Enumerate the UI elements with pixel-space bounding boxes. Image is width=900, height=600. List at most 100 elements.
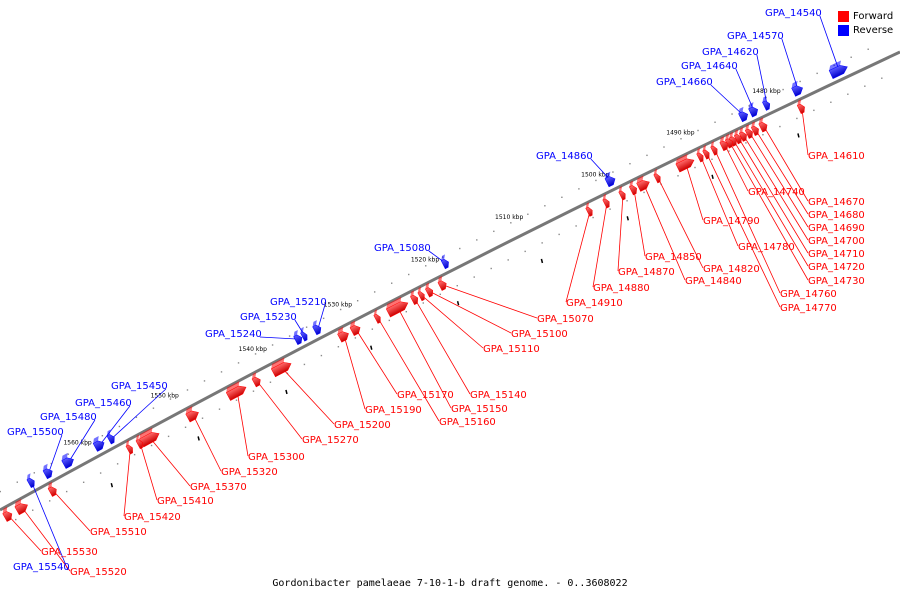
- gene-label-forward: GPA_15190: [365, 405, 422, 416]
- leader-line: [317, 304, 326, 330]
- leader-line: [22, 507, 71, 572]
- map-caption: Gordonibacter pamelaeae 7-10-1-b draft g…: [272, 578, 628, 589]
- scale-dot: [322, 317, 325, 320]
- scale-tick: [797, 133, 800, 138]
- forward-feature: [750, 121, 759, 136]
- reverse-feature: [42, 463, 53, 480]
- scale-tick: [540, 258, 544, 264]
- gene-label-forward: GPA_15370: [190, 482, 247, 493]
- scale-label: 1490 kbp: [666, 130, 694, 137]
- scale-label: 1510 kbp: [495, 214, 523, 221]
- leader-line: [743, 135, 809, 241]
- forward-feature: [758, 117, 768, 133]
- reverse-feature: [762, 95, 771, 111]
- scale-dot: [408, 273, 410, 276]
- gene-label-forward: GPA_15510: [90, 527, 147, 538]
- scale-dot: [646, 154, 648, 157]
- forward-feature: [139, 427, 160, 448]
- gene-label-forward: GPA_15140: [470, 390, 527, 401]
- leader-line: [700, 156, 739, 247]
- scale-dot: [476, 239, 478, 241]
- reverse-feature: [61, 452, 74, 469]
- scale-dot: [390, 282, 393, 284]
- scale-dot: [663, 146, 665, 148]
- leader-line: [733, 140, 809, 267]
- leader-line: [819, 15, 840, 71]
- gene-label-forward: GPA_15420: [124, 512, 181, 523]
- gene-label-forward: GPA_14740: [748, 187, 805, 198]
- gene-label-forward: GPA_14700: [808, 236, 865, 247]
- gene-label-reverse: GPA_15450: [111, 381, 168, 392]
- scale-dot: [847, 93, 849, 95]
- scale-dot: [612, 171, 614, 173]
- legend-label-reverse: Reverse: [853, 24, 894, 36]
- scale-dot: [65, 490, 68, 493]
- leader-line: [738, 138, 809, 254]
- scale-tick: [285, 389, 288, 395]
- scale-dot: [152, 407, 155, 409]
- scale-dot: [813, 109, 815, 112]
- scale-dot: [626, 200, 628, 202]
- scale-dot: [371, 328, 374, 330]
- gene-label-forward: GPA_15410: [157, 496, 214, 507]
- leader-line: [706, 153, 781, 308]
- forward-feature: [425, 282, 434, 298]
- gene-label-forward: GPA_14850: [645, 252, 702, 263]
- forward-feature: [373, 309, 381, 324]
- scale-dot: [456, 284, 458, 287]
- gene-features: [2, 60, 848, 522]
- scale-label: 1500 kbp: [581, 171, 609, 178]
- leader-line: [259, 336, 299, 340]
- scale-dot: [425, 265, 427, 267]
- gene-label-forward: GPA_15150: [451, 404, 508, 415]
- scale-dot: [150, 444, 153, 447]
- scale-dot: [67, 453, 70, 455]
- gene-label-reverse: GPA_14660: [656, 77, 713, 88]
- reverse-feature: [604, 171, 616, 188]
- scale-dot: [118, 425, 121, 428]
- leader-line: [68, 419, 96, 463]
- leader-line: [429, 291, 512, 334]
- scale-label: 1480 kbp: [752, 88, 780, 95]
- leader-line: [99, 405, 131, 446]
- scale-dot: [135, 416, 138, 419]
- leader-line: [48, 434, 63, 474]
- scale-dot: [16, 481, 18, 483]
- scale-ticks: [0, 48, 883, 521]
- reverse-feature: [92, 435, 105, 452]
- gene-label-forward: GPA_14680: [808, 210, 865, 221]
- leader-line: [643, 184, 686, 281]
- scale-dot: [830, 101, 832, 103]
- scale-dot: [541, 242, 543, 244]
- gene-label-reverse: GPA_15500: [7, 427, 64, 438]
- reverse-feature: [828, 60, 848, 79]
- scale-dot: [271, 344, 274, 346]
- scale-dot: [731, 113, 733, 115]
- gene-label-forward: GPA_14720: [808, 262, 865, 273]
- forward-feature: [738, 127, 747, 142]
- forward-feature: [702, 144, 710, 160]
- leader-line: [565, 211, 591, 303]
- forward-feature: [796, 99, 805, 114]
- gene-label-forward: GPA_15270: [302, 435, 359, 446]
- leader-line: [8, 515, 42, 552]
- leader-line: [633, 189, 646, 257]
- gene-label-forward: GPA_14690: [808, 223, 865, 234]
- scale-dot: [867, 48, 869, 50]
- scale-dot: [493, 230, 495, 233]
- leader-line: [149, 437, 191, 487]
- scale-dot: [388, 319, 391, 322]
- forward-feature: [410, 290, 419, 306]
- gene-label-reverse: GPA_14570: [727, 31, 784, 42]
- scale-dot: [133, 453, 136, 456]
- forward-feature: [385, 296, 409, 318]
- forward-feature: [719, 136, 729, 152]
- gene-label-forward: GPA_15320: [221, 467, 278, 478]
- scale-dot: [473, 276, 475, 278]
- forward-feature: [349, 320, 361, 337]
- gene-label-forward: GPA_14610: [808, 151, 865, 162]
- scale-dot: [218, 408, 221, 410]
- legend-item-forward: Forward: [838, 9, 893, 23]
- forward-feature: [2, 506, 13, 522]
